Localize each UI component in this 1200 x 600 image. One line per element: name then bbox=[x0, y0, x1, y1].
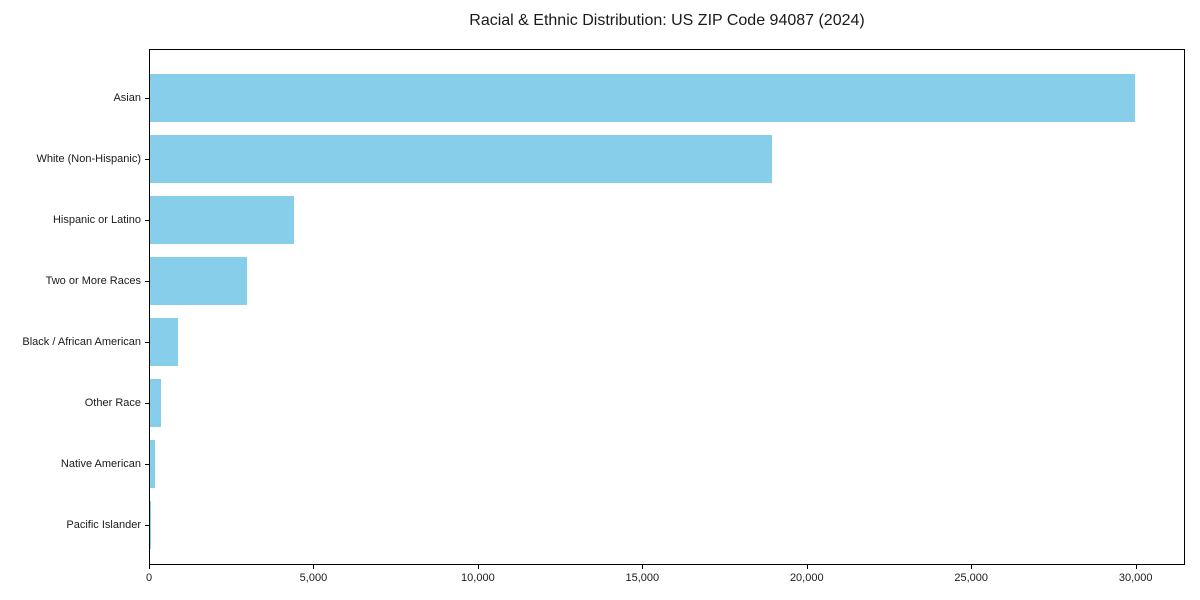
y-tick-mark bbox=[145, 98, 149, 99]
plot-area: Asian White (Non-Hispanic) Hispanic or Lat… bbox=[22, 49, 1185, 565]
y-tick-mark bbox=[145, 220, 149, 221]
bar-row-two-or-more-races: Two or More Races bbox=[46, 257, 1184, 305]
bar-asian bbox=[150, 74, 1135, 122]
bar-row-black-african-american: Black / African American bbox=[22, 318, 1184, 366]
bar-pacific-islander bbox=[150, 501, 151, 549]
y-axis-label: Native American bbox=[60, 458, 141, 470]
x-tick-mark bbox=[149, 565, 150, 569]
chart-title: Racial & Ethnic Distribution: US ZIP Cod… bbox=[469, 12, 865, 29]
bar-row-white-non-hispanic: White (Non-Hispanic) bbox=[36, 135, 1184, 183]
bar-other-race bbox=[150, 379, 162, 427]
x-axis: 0 5,000 10,000 15,000 20,000 25,000 30,000 bbox=[145, 565, 1185, 595]
y-axis-label: Pacific Islander bbox=[66, 519, 141, 531]
x-tick-mark bbox=[806, 565, 808, 569]
x-tick-mark bbox=[477, 565, 479, 569]
y-axis-label: Asian bbox=[113, 92, 141, 104]
bar-row-hispanic-or-latino: Hispanic or Latino bbox=[53, 196, 1184, 244]
x-axis-label: 5,000 bbox=[299, 572, 328, 584]
y-axis-label: Black / African American bbox=[22, 336, 141, 348]
y-tick-mark bbox=[145, 281, 149, 282]
bar-row-asian: Asian bbox=[113, 74, 1184, 122]
x-tick-mark bbox=[1135, 565, 1137, 569]
bar-row-native-american: Native American bbox=[61, 440, 1184, 488]
y-tick-mark bbox=[145, 342, 149, 343]
y-tick-mark bbox=[145, 525, 149, 526]
bar-row-other-race: Other Race bbox=[85, 379, 1184, 427]
y-axis-label: Two or More Races bbox=[45, 275, 141, 287]
bar-black-african-american bbox=[150, 318, 178, 366]
bar-hispanic-or-latino bbox=[150, 196, 295, 244]
x-axis-label: 20,000 bbox=[789, 572, 824, 584]
y-axis-label: White (Non-Hispanic) bbox=[36, 153, 141, 165]
x-axis-label: 25,000 bbox=[954, 572, 989, 584]
y-axis-label: Other Race bbox=[84, 397, 141, 409]
x-tick-mark bbox=[313, 565, 315, 569]
bar-two-or-more-races bbox=[150, 257, 247, 305]
y-tick-mark bbox=[145, 403, 149, 404]
bar-row-pacific-islander: Pacific Islander bbox=[66, 501, 1184, 549]
y-tick-mark bbox=[145, 464, 149, 465]
x-axis-label: 0 bbox=[145, 572, 153, 584]
x-axis-label: 15,000 bbox=[625, 572, 660, 584]
bar-native-american bbox=[150, 440, 155, 488]
y-axis-label: Hispanic or Latino bbox=[52, 214, 141, 226]
x-axis-label: 30,000 bbox=[1118, 572, 1153, 584]
y-tick-mark bbox=[145, 159, 149, 160]
x-tick-mark bbox=[642, 565, 644, 569]
x-axis-label: 10,000 bbox=[461, 572, 495, 584]
x-tick-mark bbox=[971, 565, 973, 569]
bar-white-non-hispanic bbox=[150, 135, 773, 183]
